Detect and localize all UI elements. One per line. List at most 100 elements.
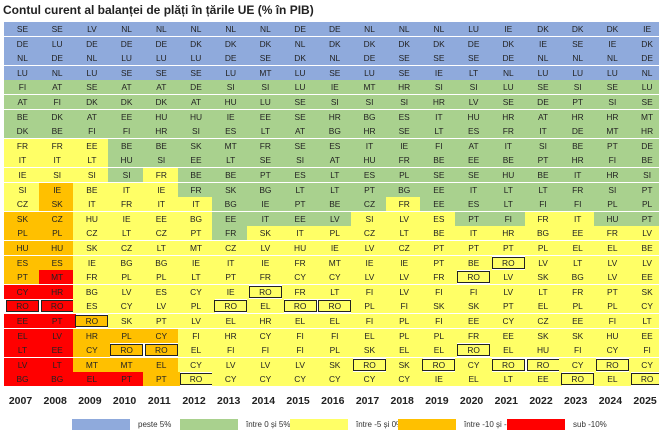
cell-2008-hu: HU xyxy=(38,241,76,255)
cell-2015-nl: NL xyxy=(281,36,319,51)
cell-2015-cy: CY xyxy=(281,372,319,387)
cell-2018-lv: LV xyxy=(385,211,423,226)
cell-2017-pt: PT xyxy=(351,182,388,197)
cell-2018-es: ES xyxy=(385,109,423,124)
cell-2020-it: IT xyxy=(455,182,493,197)
cell-2025-ie: IE xyxy=(628,22,659,36)
cell-2024-fi: FI xyxy=(593,153,631,168)
cell-2023-pl: PL xyxy=(559,299,597,314)
cell-2011-nl: NL xyxy=(142,22,180,36)
cell-2020-hu: HU xyxy=(455,109,493,124)
cell-2011-lv: LV xyxy=(142,299,180,314)
cell-2011-bg: BG xyxy=(142,255,180,270)
cell-2025-se: SE xyxy=(628,95,659,109)
cell-2016-ie: IE xyxy=(316,241,354,255)
cell-2011-de: DE xyxy=(142,36,180,51)
cell-2021-dk: DK xyxy=(489,36,527,51)
cell-2022-pt: PT xyxy=(524,153,562,168)
cell-2008-be: BE xyxy=(38,124,76,139)
cell-2018-pl: PL xyxy=(385,314,423,328)
cell-2022-sk: SK xyxy=(524,270,562,285)
cell-2016-lv: LV xyxy=(316,211,354,226)
cell-2013-nl: NL xyxy=(212,22,250,36)
cell-2024-ie: IE xyxy=(593,36,631,51)
cell-2025-ro: RO xyxy=(630,373,659,386)
cell-2012-hu: HU xyxy=(177,109,215,124)
cell-2017-si: SI xyxy=(351,95,388,109)
cell-2020-ee: EE xyxy=(455,314,493,328)
cell-2022-nl: NL xyxy=(524,51,562,66)
cell-2014-pt: PT xyxy=(246,168,284,182)
cell-2025-dk: DK xyxy=(628,36,659,51)
legend-swatch xyxy=(507,419,565,430)
cell-2020-sk: SK xyxy=(455,299,493,314)
year-label-2020: 2020 xyxy=(459,395,484,407)
cell-2023-fi: FI xyxy=(559,343,597,358)
cell-2016-el: EL xyxy=(316,314,354,328)
legend-swatch xyxy=(180,419,238,430)
cell-2015-ee: EE xyxy=(281,211,319,226)
cell-2010-bg: BG xyxy=(108,255,146,270)
cell-2010-be: BE xyxy=(108,138,146,153)
cell-2023-nl: NL xyxy=(559,51,597,66)
cell-2020-at: AT xyxy=(455,138,493,153)
cell-2010-lt: LT xyxy=(108,226,146,241)
cell-2010-pl: PL xyxy=(108,270,146,285)
cell-2013-dk: DK xyxy=(212,36,250,51)
cell-2015-pt: PT xyxy=(281,197,319,212)
cell-2025-lv: LV xyxy=(628,226,659,241)
cell-2013-ee: EE xyxy=(212,211,250,226)
cell-2014-el: EL xyxy=(246,299,284,314)
cell-2014-hr: HR xyxy=(246,314,284,328)
cell-2021-lu: LU xyxy=(489,80,527,95)
cell-2017-nl: NL xyxy=(351,22,388,36)
cell-2019-hr: HR xyxy=(420,95,458,109)
cell-2020-pt: PT xyxy=(455,211,493,226)
cell-2019-fi: FI xyxy=(420,138,458,153)
cell-2013-fr: FR xyxy=(212,226,250,241)
cell-2009-at: AT xyxy=(73,109,111,124)
cell-2016-mt: MT xyxy=(316,255,354,270)
cell-2021-se: SE xyxy=(489,95,527,109)
cell-2016-dk: DK xyxy=(316,36,354,51)
cell-2019-ee: EE xyxy=(420,197,458,212)
cell-2025-lv: LV xyxy=(628,255,659,270)
cell-2023-lt: LT xyxy=(559,255,597,270)
cell-2019-sk: SK xyxy=(420,299,458,314)
cell-2014-it: IT xyxy=(246,211,284,226)
cell-2007-se: SE xyxy=(4,22,41,36)
cell-2021-hu: HU xyxy=(489,168,527,182)
cell-2007-ee: EE xyxy=(4,314,41,328)
cell-2024-pt: PT xyxy=(593,138,631,153)
cell-2010-nl: NL xyxy=(108,22,146,36)
cell-2018-hr: HR xyxy=(385,80,423,95)
cell-2007-bg: BG xyxy=(4,372,41,387)
cell-2019-ro: RO xyxy=(422,358,456,371)
cell-2016-be: BE xyxy=(316,197,354,212)
cell-2011-ie: IE xyxy=(142,182,180,197)
cell-2012-ee: EE xyxy=(177,153,215,168)
cell-2009-be: BE xyxy=(73,182,111,197)
cell-2009-si: SI xyxy=(73,168,111,182)
cell-2017-ro: RO xyxy=(353,358,386,371)
cell-2008-fr: FR xyxy=(38,138,76,153)
cell-2021-nl: NL xyxy=(489,65,527,80)
cell-2013-lv: LV xyxy=(212,357,250,372)
cell-2008-ie: IE xyxy=(38,182,76,197)
cell-2015-hu: HU xyxy=(281,241,319,255)
year-label-2023: 2023 xyxy=(564,395,588,407)
cell-2015-lt: LT xyxy=(281,182,319,197)
cell-2025-cy: CY xyxy=(628,357,659,372)
cell-2024-el: EL xyxy=(593,372,631,387)
cell-2019-pl: PL xyxy=(420,328,458,343)
cell-2017-si: SI xyxy=(351,211,388,226)
year-label-2007: 2007 xyxy=(8,395,33,407)
cell-2011-it: IT xyxy=(142,197,180,212)
cell-2014-cy: CY xyxy=(246,328,284,343)
cell-2019-es: ES xyxy=(420,211,458,226)
cell-2013-ro: RO xyxy=(214,300,248,313)
cell-2025-nl: NL xyxy=(628,65,659,80)
cell-2010-cy: CY xyxy=(108,299,146,314)
cell-2007-dk: DK xyxy=(4,124,41,139)
cell-2007-pl: PL xyxy=(4,226,41,241)
